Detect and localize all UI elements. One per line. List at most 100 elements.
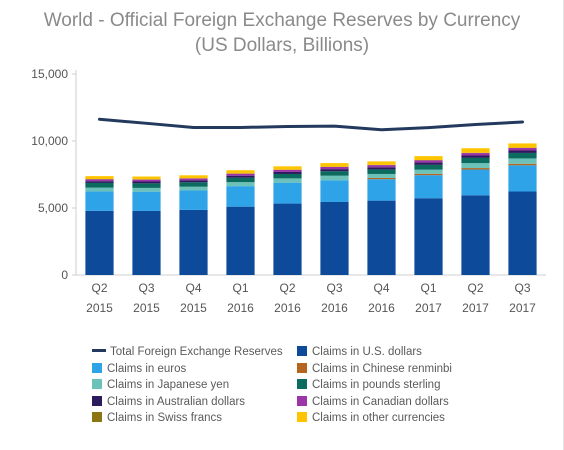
bar-segment [508,158,537,164]
bar-segment [367,173,396,178]
bar-segment [508,191,537,275]
x-tick-label-year: 2017 [509,301,536,315]
bar-segment [85,187,114,192]
bar-segment [179,178,208,181]
legend-label: Claims in Japanese yen [107,379,230,391]
x-tick-label-year: 2016 [321,301,348,315]
x-tick-label-year: 2016 [274,301,301,315]
legend-item: Claims in Australian dollars [92,395,245,410]
bar-segment [367,165,396,168]
bar-segment [414,162,443,165]
x-tick-label-year: 2015 [86,301,113,315]
bar-segment [508,165,537,192]
x-tick-label-quarter: Q2 [91,281,107,295]
legend-label: Claims in Australian dollars [107,395,246,408]
bar-segment [226,177,255,183]
bar-segment [226,206,255,275]
legend-item: Claims in pounds sterling [297,378,440,393]
x-tick-label-quarter: Q2 [279,281,295,295]
bar-segment [367,200,396,275]
bar-segment [179,180,208,183]
legend-swatch [92,412,102,422]
x-tick-label-year: 2016 [368,301,395,315]
x-tick-label-quarter: Q1 [420,281,436,295]
bar-segment [508,150,537,153]
bar-segment [226,182,255,187]
bar-segment [132,179,161,182]
bar-segment [461,168,490,170]
legend-swatch [92,362,102,373]
bar-segment [273,173,302,179]
legend-swatch [92,379,102,389]
bar-segment [179,190,208,210]
legend-label: Claims in pounds sterling [312,379,441,391]
bar-segment [226,175,255,178]
legend-item: Claims in euros [92,362,186,377]
bar-segment [367,167,396,170]
bar-segment [320,163,349,167]
bar-segment [461,153,490,156]
legend-item: Claims in Japanese yen [92,378,229,393]
bar-segment [85,210,114,275]
bar-segment [320,180,349,202]
bar-segment [367,179,396,201]
legend-label: Claims in other currencies [312,412,445,424]
bar-segment [179,175,208,179]
x-tick-label-quarter: Q2 [467,281,483,295]
bar-segment [85,176,114,180]
legend-swatch [297,346,307,356]
x-tick-label-quarter: Q4 [373,281,389,295]
bar-segment [273,171,302,174]
x-tick-label-year: 2015 [180,301,207,315]
legend-item: Claims in Swiss francs [92,411,222,426]
legend-label: Claims in Canadian dollars [312,395,449,408]
x-tick-label-year: 2015 [133,301,160,315]
bar-segment [273,178,302,183]
bar-segment [226,186,255,207]
bar-segment [414,169,443,174]
bar-segment [461,148,490,153]
bar-segment [85,181,114,183]
bar-segment [508,152,537,159]
bar-segment [226,170,255,174]
chart-plot: 0 5,000 10,000 15,000 Q2 2015 Q3 2015 Q4 2015 Q1 20… [31,67,546,315]
legend-item: Claims in Canadian dollars [297,395,449,410]
bar-segment [85,182,114,188]
legend-label: Claims in Chinese renminbi [312,362,452,375]
legend-label: Claims in Swiss francs [107,412,223,424]
bar-segment [367,161,396,165]
bar-segment [320,201,349,275]
bar-segment [320,166,349,170]
chart-title: World - Official Foreign Exchange Reserv… [43,10,521,31]
legend-swatch [297,412,307,422]
bar-segment [461,155,490,158]
legend-swatch [297,379,307,389]
bar-segment [273,182,302,204]
bar-segment [461,163,490,169]
bar-segment [132,191,161,211]
bar-segment [414,164,443,170]
bar-segment [132,210,161,275]
x-tick-label-quarter: Q1 [232,281,248,295]
bar-segment [132,187,161,192]
chart-subtitle: (US Dollars, Billions) [194,35,370,56]
bar-segment [414,175,443,199]
bar-segment [85,191,114,211]
bar-segment [179,209,208,275]
bar-segment [132,183,161,188]
legend-label: Claims in euros [107,362,187,375]
bar-segment [508,163,537,166]
bar-segment [320,175,349,181]
bar-segment [320,169,349,172]
bar-segment [414,160,443,163]
bar-segment [461,157,490,164]
bar-segment [508,147,537,151]
legend-item: Claims in Chinese renminbi [297,362,452,377]
legend-item: Claims in other currencies [297,411,445,426]
legend-label: Total Foreign Exchange Reserves [110,346,283,358]
y-tick-label: 0 [61,268,68,282]
x-tick-label-year: 2016 [227,301,254,315]
legend-swatch [297,395,307,406]
total-reserves-line [98,117,524,132]
bar-segment [367,177,396,180]
